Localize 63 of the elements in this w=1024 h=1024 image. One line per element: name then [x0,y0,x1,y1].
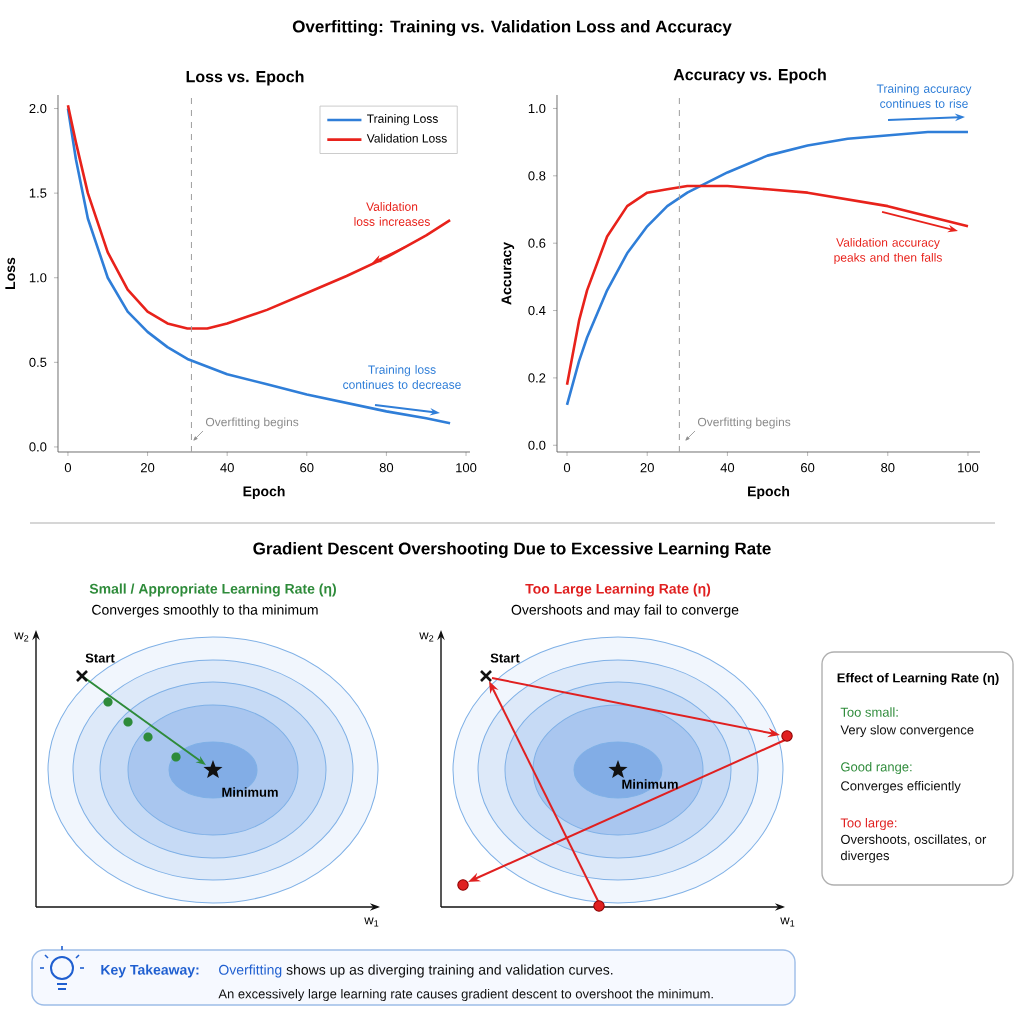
ref-line-label: Overfitting begins [697,417,791,429]
line-series [66,103,452,330]
y-tick-label: 0.4 [528,305,546,316]
annotation: Training loss continues to decrease [343,365,461,389]
text: w$_{1}$ [780,917,795,927]
y-tick-label: 1.0 [528,103,546,114]
text: w$_{2}$ [14,632,29,642]
text: Minimum [222,787,278,797]
text: Converges smoothly to tha minimum [92,604,318,618]
text: Too small: [840,707,898,717]
text: Minimum [622,779,678,789]
x-tick-label: 60 [801,463,815,473]
ref-line-label: Overfitting begins [205,417,299,429]
y-tick-label: 1.0 [29,273,47,283]
chart-subtitle: Loss vs. Epoch [186,70,304,86]
text: Effect of Learning Rate (η) [837,672,999,686]
x-tick-label: 100 [456,463,477,473]
text: Gradient Descent Overshooting Due to Excessive Learning Rate [253,542,771,558]
text: Very slow convergence [840,724,974,738]
y-tick-label: 0.8 [528,171,546,181]
y-tick-label: 2.0 [29,103,47,114]
text: Key Takeaway: [101,964,199,978]
y-axis-title: Accuracy [501,242,515,305]
text: Converges efficiently [841,780,961,794]
text: An excessively large learning rate causes gradient descent to overshoot the minimum. [218,988,713,1002]
text: shows up as diverging training and validation curves. [286,964,613,978]
text: w$_{2}$ [419,632,434,642]
x-tick-label: 100 [958,463,979,473]
annotation: Validation accuracy peaks and then falls [834,237,942,265]
text: Start [85,653,115,663]
x-tick-label: 80 [881,463,895,473]
text: Overshoots and may fail to converge [511,604,739,618]
text: Start [490,653,520,663]
text: Good range: [841,761,912,775]
text: Small / Appropriate Learning Rate (η) [89,583,336,597]
text: Overfitting: Training vs. Validation Loss and Accuracy [292,20,732,36]
y-tick-label: 0.2 [528,373,546,383]
text: Too Large Learning Rate (η) [525,583,711,597]
x-axis-title: Epoch [748,486,790,500]
x-tick-label: 20 [640,463,654,473]
y-axis-title: Loss [5,257,16,289]
x-tick-label: 0 [64,463,72,473]
chart-title: Accuracy vs. Epoch [673,68,826,84]
x-tick-label: 0 [563,463,571,473]
x-tick-label: 40 [220,463,234,473]
text: Overshoots, oscillates, or diverges [840,834,987,863]
y-tick-label: 1.5 [29,188,47,198]
y-tick-label: 0.5 [29,357,47,367]
y-tick-label: 0.6 [528,238,546,248]
x-tick-label: 40 [720,463,735,473]
text: w$_{1}$ [364,917,379,927]
legend-label: Validation Loss [366,133,447,143]
annotation: Validation loss increases [354,202,430,226]
x-tick-label: 60 [300,463,314,473]
legend-label: Training Loss [367,114,438,126]
x-tick-label: 80 [379,463,394,473]
annotation: Training accuracy continues to rise [876,84,972,108]
x-tick-label: 20 [140,463,155,473]
y-tick-label: 0.0 [528,440,546,450]
text: Too large: [840,817,897,831]
text: Overfitting [219,964,282,978]
y-tick-label: 0.0 [29,442,47,452]
x-axis-title: Epoch [243,486,285,500]
